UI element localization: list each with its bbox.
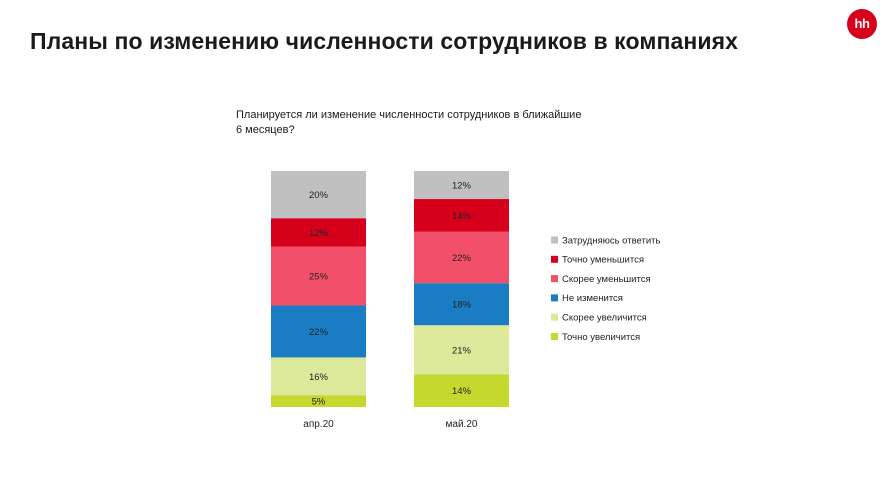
data-label: 14% [452, 211, 472, 222]
bar-segment [414, 171, 509, 200]
bar-segment [271, 171, 366, 219]
data-label: 12% [452, 181, 472, 192]
legend-swatch [551, 255, 558, 263]
data-label: 21% [452, 345, 472, 356]
bar-segment [414, 199, 509, 232]
data-label: 22% [452, 253, 472, 264]
bar-segment [271, 395, 366, 407]
bar-segment [271, 246, 366, 306]
data-label: 16% [309, 372, 329, 383]
legend-label: Скорее уменьшится [562, 274, 651, 285]
category-label: май.20 [446, 419, 478, 430]
bar-segment [271, 218, 366, 247]
legend-label: Точно увеличится [562, 332, 640, 343]
legend-label: Точно уменьшится [562, 255, 644, 266]
page-title: Планы по изменению численности сотрудник… [30, 28, 738, 54]
data-label: 5% [312, 397, 326, 408]
chart-title-line-1: Планируется ли изменение численности сот… [236, 109, 582, 121]
bar-segment [271, 357, 366, 396]
chart-title: Планируется ли изменение численности сот… [236, 108, 616, 138]
legend-label: Не изменится [562, 293, 623, 304]
data-label: 25% [309, 272, 329, 283]
bar-segment [414, 231, 509, 284]
data-label: 14% [452, 386, 472, 397]
legend-swatch [551, 313, 558, 321]
bar-segment [414, 283, 509, 326]
data-label: 18% [452, 300, 472, 311]
legend-swatch [551, 236, 558, 244]
legend-swatch [551, 275, 558, 283]
data-label: 22% [309, 327, 329, 338]
legend-label: Скорее увеличится [562, 313, 647, 324]
bar-segment [271, 305, 366, 358]
legend-swatch [551, 294, 558, 302]
data-label: 20% [309, 190, 329, 201]
data-label: 12% [309, 228, 329, 239]
category-label: апр.20 [303, 419, 334, 430]
chart-title-line-2: 6 месяцев? [236, 124, 295, 136]
bar-segment [414, 374, 509, 407]
hh-logo: hh [847, 9, 877, 39]
bar-segment [414, 325, 509, 375]
legend-label: Затрудняюсь ответить [562, 235, 661, 246]
legend-swatch [551, 333, 558, 340]
